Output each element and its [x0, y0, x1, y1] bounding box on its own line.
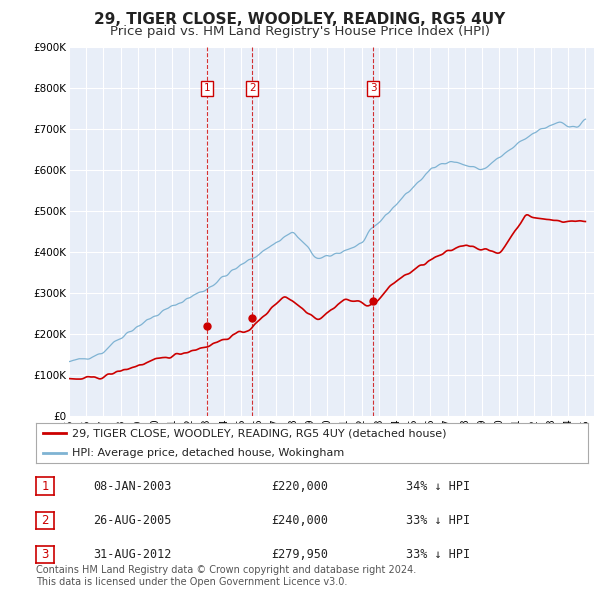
Text: 2: 2 — [41, 514, 49, 527]
Text: 2: 2 — [249, 83, 256, 93]
Text: 31-AUG-2012: 31-AUG-2012 — [93, 548, 171, 561]
Text: Price paid vs. HM Land Registry's House Price Index (HPI): Price paid vs. HM Land Registry's House … — [110, 25, 490, 38]
Text: 3: 3 — [41, 548, 49, 561]
Text: 34% ↓ HPI: 34% ↓ HPI — [406, 480, 470, 493]
Text: Contains HM Land Registry data © Crown copyright and database right 2024.
This d: Contains HM Land Registry data © Crown c… — [36, 565, 416, 587]
Text: 29, TIGER CLOSE, WOODLEY, READING, RG5 4UY: 29, TIGER CLOSE, WOODLEY, READING, RG5 4… — [94, 12, 506, 27]
Text: 3: 3 — [370, 83, 376, 93]
Text: 26-AUG-2005: 26-AUG-2005 — [93, 514, 171, 527]
Text: 33% ↓ HPI: 33% ↓ HPI — [406, 514, 470, 527]
Text: 29, TIGER CLOSE, WOODLEY, READING, RG5 4UY (detached house): 29, TIGER CLOSE, WOODLEY, READING, RG5 4… — [72, 428, 446, 438]
Text: £279,950: £279,950 — [271, 548, 329, 561]
Text: 33% ↓ HPI: 33% ↓ HPI — [406, 548, 470, 561]
Text: £220,000: £220,000 — [271, 480, 329, 493]
Text: 08-JAN-2003: 08-JAN-2003 — [93, 480, 171, 493]
Text: 1: 1 — [41, 480, 49, 493]
Text: 1: 1 — [204, 83, 211, 93]
Text: HPI: Average price, detached house, Wokingham: HPI: Average price, detached house, Woki… — [72, 448, 344, 458]
Text: £240,000: £240,000 — [271, 514, 329, 527]
